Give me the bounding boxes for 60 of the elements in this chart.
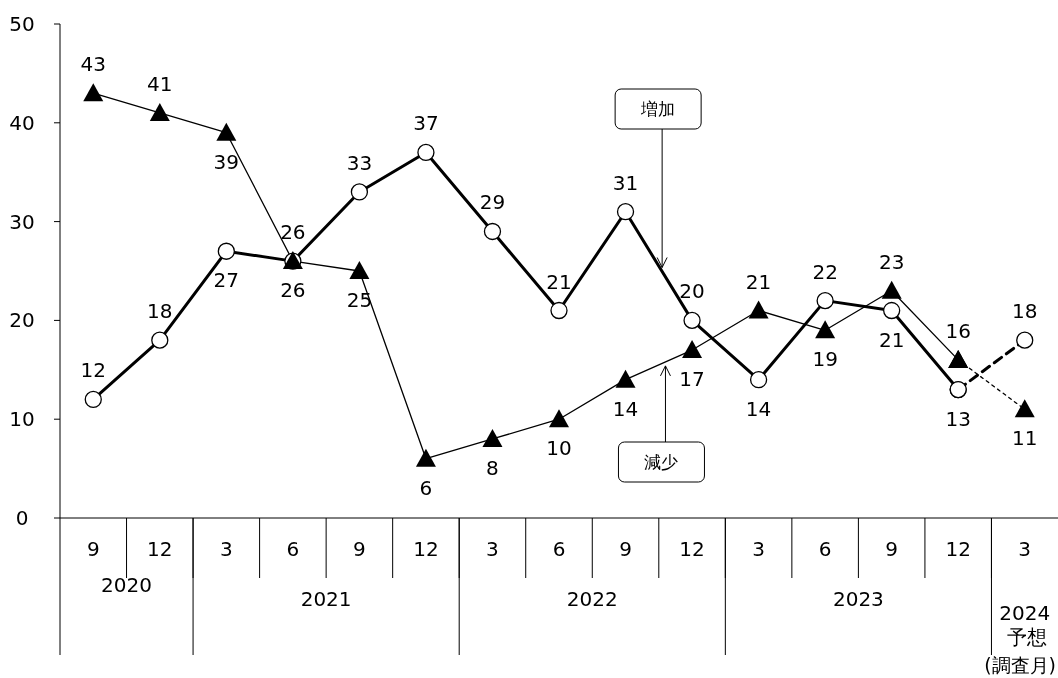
y-tick-label: 20	[9, 308, 35, 333]
data-label: 26	[280, 278, 306, 303]
y-tick-label: 40	[9, 110, 35, 135]
x-tick-label: 9	[619, 537, 632, 561]
data-label: 26	[280, 220, 306, 245]
text: 2020	[101, 573, 152, 597]
x-tick-label: 6	[552, 537, 566, 561]
x-tick-label: 6	[818, 537, 832, 561]
text: 予想	[1006, 625, 1047, 649]
data-label: 14	[612, 396, 639, 421]
data-label: 31	[612, 170, 639, 195]
x-tick-label: 12	[945, 537, 971, 561]
x-tick-label: 12	[679, 537, 705, 561]
x-tick-label: 12	[413, 537, 439, 561]
y-tick-label: 30	[9, 209, 35, 234]
data-label: 12	[80, 358, 106, 383]
x-tick-label: 3	[219, 537, 233, 561]
text: 2022	[566, 587, 618, 611]
data-label: 8	[486, 455, 499, 480]
data-label: 11	[1012, 426, 1038, 451]
y-tick-label: 10	[9, 407, 35, 432]
x-tick-label: 3	[486, 537, 499, 561]
data-label: 27	[213, 268, 240, 293]
text: 増加	[640, 99, 676, 119]
text: 2023	[832, 587, 884, 611]
text: (調査月)	[984, 654, 1056, 676]
data-label: 16	[945, 318, 971, 343]
data-label: 6	[419, 475, 433, 500]
y-tick-label: 0	[15, 506, 29, 530]
data-label: 22	[812, 259, 838, 284]
text: 減少	[644, 452, 679, 472]
data-label: 37	[413, 111, 439, 136]
data-label: 18	[147, 299, 173, 324]
data-label: 17	[679, 367, 705, 392]
data-label: 21	[878, 327, 905, 352]
x-tick-label: 9	[86, 537, 100, 561]
data-label: 20	[679, 279, 705, 304]
data-label: 10	[546, 436, 572, 461]
x-tick-label: 6	[286, 537, 300, 561]
data-label: 23	[878, 249, 905, 274]
data-label: 29	[479, 190, 506, 215]
x-tick-label: 9	[353, 537, 366, 561]
data-label: 21	[546, 269, 572, 294]
x-tick-label: 9	[885, 537, 899, 561]
x-tick-label: 3	[752, 537, 765, 561]
x-tick-label: 3	[1018, 537, 1032, 561]
data-label: 13	[945, 406, 971, 431]
data-label: 33	[346, 150, 373, 175]
data-label: 14	[745, 396, 772, 421]
data-label: 18	[1012, 299, 1038, 324]
text: 2021	[300, 587, 352, 611]
data-label: 43	[80, 52, 106, 77]
x-tick-label: 12	[147, 537, 173, 561]
data-label: 25	[346, 288, 373, 312]
y-tick-label: 50	[9, 12, 35, 36]
text: 2024	[999, 601, 1051, 625]
data-label: 19	[812, 347, 838, 372]
data-label: 21	[745, 269, 772, 294]
data-label: 39	[213, 149, 240, 174]
data-label: 41	[147, 71, 173, 96]
